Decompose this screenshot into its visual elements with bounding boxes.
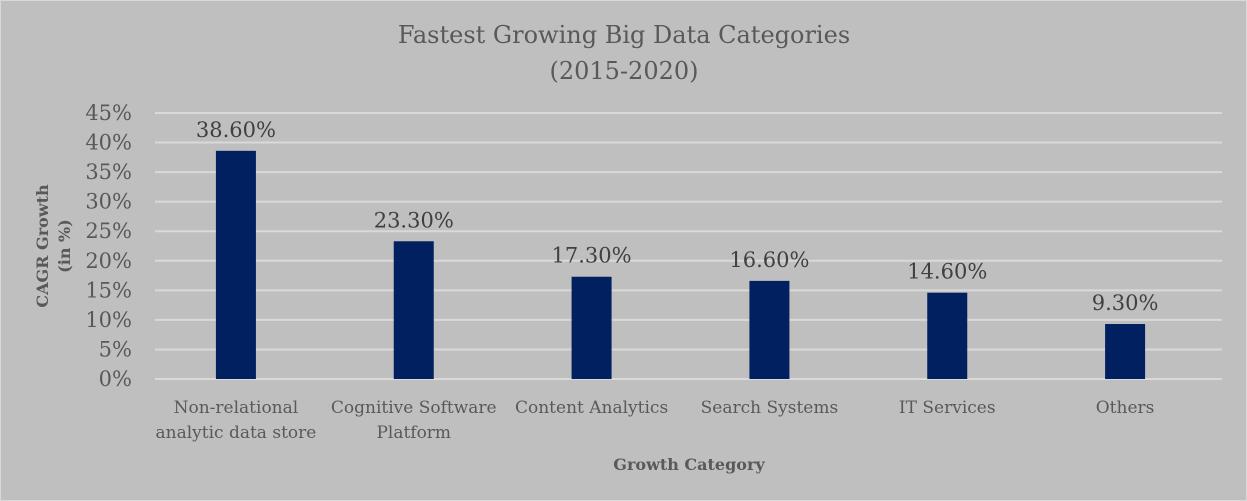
bar bbox=[1105, 324, 1146, 379]
y-axis-label-line-2: (in %) bbox=[55, 219, 74, 273]
y-tick-label: 25% bbox=[85, 219, 132, 243]
bar bbox=[927, 292, 968, 379]
y-tick-label: 20% bbox=[85, 249, 132, 273]
x-tick-label: Platform bbox=[376, 423, 451, 443]
x-tick-label: Content Analytics bbox=[515, 398, 668, 418]
x-tick-label: Cognitive Software bbox=[331, 398, 497, 418]
data-label: 23.30% bbox=[374, 208, 454, 232]
x-tick-label: Others bbox=[1096, 398, 1155, 418]
y-axis-label-line-1: CAGR Growth bbox=[33, 184, 52, 308]
y-tick-label: 5% bbox=[99, 337, 132, 361]
data-label: 17.30% bbox=[552, 244, 632, 268]
bar bbox=[749, 280, 790, 379]
chart-title-line-1: Fastest Growing Big Data Categories bbox=[398, 21, 850, 49]
x-tick-label: Search Systems bbox=[701, 398, 839, 418]
data-label: 38.60% bbox=[196, 118, 276, 142]
data-label: 9.30% bbox=[1092, 291, 1159, 315]
x-tick-label: Non-relational bbox=[174, 398, 299, 418]
x-tick-label: IT Services bbox=[899, 398, 996, 418]
data-label: 16.60% bbox=[729, 248, 809, 272]
y-tick-label: 15% bbox=[85, 278, 132, 302]
x-tick-label: analytic data store bbox=[156, 423, 317, 443]
data-label: 14.60% bbox=[907, 260, 987, 284]
y-tick-label: 45% bbox=[85, 101, 132, 125]
y-tick-label: 40% bbox=[85, 131, 132, 155]
chart-title-line-2: (2015-2020) bbox=[550, 57, 699, 85]
y-tick-label: 35% bbox=[85, 160, 132, 184]
bar bbox=[571, 276, 612, 379]
x-axis-label: Growth Category bbox=[613, 455, 765, 474]
bar bbox=[215, 150, 256, 379]
y-tick-label: 10% bbox=[85, 308, 132, 332]
y-tick-label: 30% bbox=[85, 190, 132, 214]
y-tick-label: 0% bbox=[99, 367, 132, 391]
bar bbox=[393, 241, 434, 379]
